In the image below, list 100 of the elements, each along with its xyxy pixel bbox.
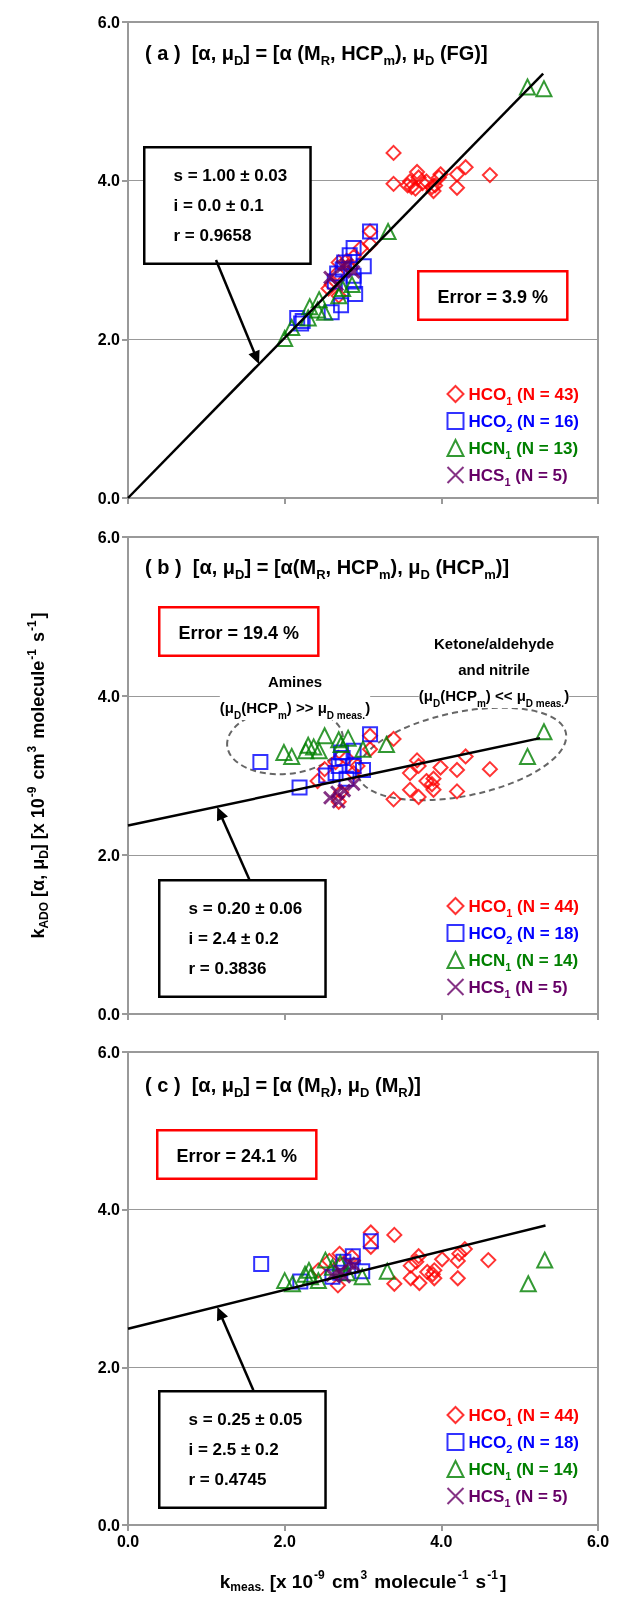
point [449, 1270, 466, 1287]
point [456, 1241, 473, 1258]
point [481, 761, 498, 778]
y-tick-label: 0.0 [97, 1005, 121, 1023]
point [300, 1261, 318, 1279]
point [296, 1265, 314, 1283]
point [379, 222, 397, 240]
point [410, 757, 427, 774]
point [291, 779, 308, 796]
point [362, 1233, 379, 1250]
point [399, 177, 416, 194]
point [349, 757, 366, 774]
point [320, 280, 337, 297]
point [480, 1252, 497, 1269]
x-tick-label: 2.0 [273, 1532, 296, 1550]
annotation: s = 0.20 ± 0.06 i = 2.4 ± 0.2 r = 0.3836 [188, 899, 303, 978]
point [418, 173, 435, 190]
point [385, 791, 402, 808]
point [309, 301, 327, 319]
x-tick-label: 4.0 [430, 1532, 453, 1550]
point [449, 179, 465, 196]
point [346, 264, 362, 280]
point [402, 1270, 419, 1287]
y-tick-label: 2.0 [97, 846, 121, 864]
point [316, 303, 334, 321]
point [345, 267, 362, 284]
point [310, 1262, 327, 1279]
point [334, 280, 352, 298]
point [331, 1245, 348, 1262]
point [322, 269, 338, 285]
point [316, 1251, 334, 1269]
point [362, 741, 379, 758]
point [318, 767, 335, 784]
point [331, 1254, 349, 1272]
point [305, 738, 323, 756]
y-tick-label: 4.0 [97, 172, 121, 190]
point [449, 166, 465, 183]
point [449, 1252, 466, 1269]
y-tick-label: 0.0 [97, 489, 121, 507]
point [327, 753, 344, 770]
point [426, 1262, 443, 1279]
y-tick-label: 6.0 [97, 528, 121, 546]
point [402, 765, 418, 782]
point [432, 759, 449, 776]
y-tick-label: 4.0 [97, 687, 121, 705]
point [352, 240, 369, 257]
point [410, 1248, 427, 1265]
point [410, 169, 427, 186]
annotation: Error = 3.9 % [437, 286, 549, 307]
point [284, 1275, 301, 1293]
point [338, 750, 355, 767]
point [362, 1224, 379, 1241]
point [535, 80, 553, 98]
point [335, 258, 351, 274]
y-tick-label: 2.0 [97, 330, 121, 348]
point [354, 740, 372, 758]
point [253, 1256, 270, 1273]
point [355, 761, 371, 778]
point [330, 757, 347, 774]
point [378, 1262, 396, 1280]
point [327, 765, 344, 782]
point [519, 1275, 537, 1293]
point [346, 776, 362, 792]
point [424, 1266, 441, 1283]
point [301, 298, 319, 316]
point [419, 1263, 436, 1280]
point [275, 743, 293, 761]
point [426, 1270, 443, 1287]
point [386, 1275, 403, 1292]
annotation: Error = 24.1 % [176, 1145, 298, 1166]
point [283, 747, 301, 765]
point [316, 761, 333, 778]
point [338, 770, 355, 787]
point [345, 757, 362, 774]
point [335, 1253, 352, 1270]
point [535, 723, 553, 741]
point [425, 770, 442, 787]
point [385, 144, 402, 161]
point [536, 1251, 554, 1269]
annotation: s = 0.25 ± 0.05 i = 2.5 ± 0.2 r = 0.4745 [188, 1410, 303, 1489]
point [345, 248, 362, 265]
point [407, 180, 424, 197]
point [408, 1253, 425, 1270]
point [334, 261, 351, 278]
point [409, 163, 426, 180]
point [330, 731, 348, 749]
point [309, 773, 326, 790]
point [316, 727, 334, 745]
point [353, 1268, 371, 1286]
point [481, 167, 498, 184]
point [310, 742, 328, 760]
point [414, 175, 431, 192]
point [323, 304, 340, 321]
point [292, 1273, 309, 1290]
point [378, 735, 395, 753]
y-tick-label: 2.0 [97, 1358, 121, 1376]
point [345, 240, 362, 257]
point [299, 736, 317, 754]
point [434, 1251, 451, 1268]
text: kADO [α, μD] [x 10-9 cm3 molecule-1 s-1] [25, 612, 51, 939]
